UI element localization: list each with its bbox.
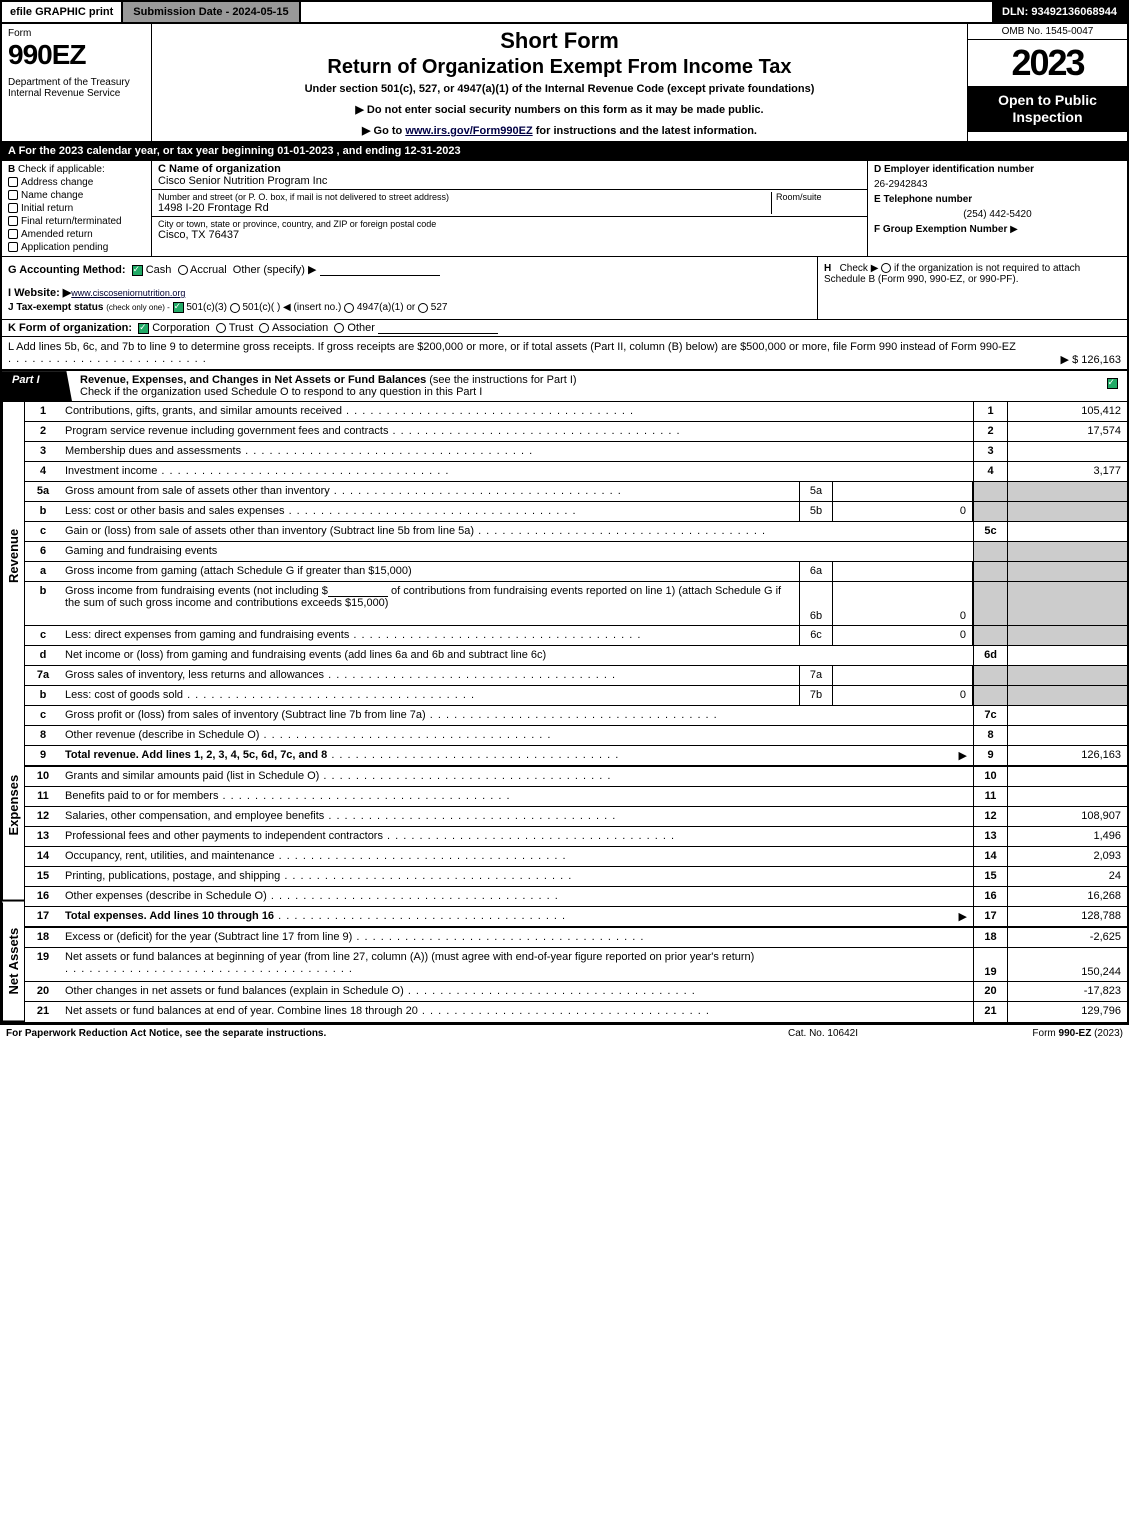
other-input[interactable] [320,265,440,276]
c-city-label: City or town, state or province, country… [158,219,861,229]
website-link[interactable]: www.ciscoseniornutrition.org [71,288,185,298]
c-street-label: Number and street (or P. O. box, if mail… [158,192,771,202]
col-b: B Check if applicable: Address change Na… [2,161,152,256]
goto-link[interactable]: www.irs.gov/Form990EZ [405,125,532,137]
chk-cash[interactable] [132,265,143,276]
short-form: Short Form [160,28,959,54]
efile-label: efile GRAPHIC print [2,2,121,22]
j-label: J Tax-exempt status [8,302,103,313]
chk-amended[interactable]: Amended return [8,229,145,240]
h-label: H [824,263,831,274]
side-revenue: Revenue [2,402,24,710]
j-row: J Tax-exempt status (check only one) - 5… [8,302,811,313]
topbar: efile GRAPHIC print Submission Date - 20… [0,0,1129,24]
chk-assoc[interactable] [259,323,269,333]
header-left: Form 990EZ Department of the Treasury In… [2,24,152,141]
v2: 17,574 [1007,422,1127,441]
b-text: Check if applicable: [18,164,105,175]
spacer [301,2,992,22]
k-row: K Form of organization: Corporation Trus… [2,320,1127,337]
room-label: Room/suite [771,192,861,214]
phone: (254) 442-5420 [874,209,1121,220]
goto-pre: ▶ Go to [362,125,405,137]
c-name-label: C Name of organization [158,163,855,175]
footer-left: For Paperwork Reduction Act Notice, see … [6,1028,723,1039]
g-row: G Accounting Method: Cash Accrual Other … [8,263,811,276]
footer: For Paperwork Reduction Act Notice, see … [0,1024,1129,1042]
section-text: Under section 501(c), 527, or 4947(a)(1)… [160,83,959,95]
omb: OMB No. 1545-0047 [968,24,1127,40]
part1-checkbox[interactable] [1097,371,1127,401]
chk-pending[interactable]: Application pending [8,242,145,253]
chk-527[interactable] [418,303,428,313]
chk-trust[interactable] [216,323,226,333]
block-bcdef: B Check if applicable: Address change Na… [0,161,1129,1024]
chk-other-org[interactable] [334,323,344,333]
i-label: I Website: ▶ [8,287,71,299]
header: Form 990EZ Department of the Treasury In… [0,24,1129,143]
col-def: D Employer identification number 26-2942… [867,161,1127,256]
lines-table: Revenue Expenses Net Assets 1Contributio… [2,402,1127,1024]
chk-name[interactable]: Name change [8,190,145,201]
submission-date: Submission Date - 2024-05-15 [121,2,300,22]
col-c: C Name of organization Cisco Senior Nutr… [152,161,867,256]
footer-right: Form 990-EZ (2023) [923,1028,1123,1039]
org-name: Cisco Senior Nutrition Program Inc [158,175,861,187]
e-label: E Telephone number [874,194,972,205]
d-label: D Employer identification number [874,164,1034,175]
row-gh: G Accounting Method: Cash Accrual Other … [2,257,1127,320]
footer-catno: Cat. No. 10642I [723,1028,923,1039]
goto-post: for instructions and the latest informat… [533,125,757,137]
h-box: H Check ▶ if the organization is not req… [817,257,1127,319]
chk-corp[interactable] [138,323,149,334]
v9: 126,163 [1007,746,1127,765]
form-number: 990EZ [8,39,145,71]
other-org-input[interactable] [378,323,498,334]
k-label: K Form of organization: [8,322,132,334]
header-right: OMB No. 1545-0047 2023 Open to Public In… [967,24,1127,141]
ein: 26-2942843 [874,179,1121,190]
goto-note: ▶ Go to www.irs.gov/Form990EZ for instru… [160,124,959,137]
chk-address[interactable]: Address change [8,177,145,188]
v3 [1007,442,1127,461]
i-row: I Website: ▶www.ciscoseniornutrition.org [8,286,811,299]
department: Department of the Treasury Internal Reve… [8,77,145,99]
section-a: A For the 2023 calendar year, or tax yea… [0,143,1129,161]
chk-4947[interactable] [344,303,354,313]
dln: DLN: 93492136068944 [992,2,1127,22]
chk-initial[interactable]: Initial return [8,203,145,214]
part1-bar: Part I Revenue, Expenses, and Changes in… [2,371,1127,402]
f-label: F Group Exemption Number [874,224,1007,235]
open-inspection: Open to Public Inspection [968,86,1127,132]
chk-accrual[interactable] [178,265,188,275]
f-arrow: ▶ [1010,224,1018,235]
b-label: B [8,164,15,175]
chk-501c3[interactable] [173,302,184,313]
l-row: L Add lines 5b, 6c, and 7b to line 9 to … [2,337,1127,371]
chk-h[interactable] [881,263,891,273]
ssn-note: ▶ Do not enter social security numbers o… [160,103,959,116]
side-netassets: Net Assets [2,902,24,1022]
org-street: 1498 I-20 Frontage Rd [158,202,771,214]
header-center: Short Form Return of Organization Exempt… [152,24,967,141]
side-expenses: Expenses [2,710,24,902]
form-title: Return of Organization Exempt From Incom… [160,56,959,79]
g-label: G Accounting Method: [8,264,126,276]
part1-title: Revenue, Expenses, and Changes in Net As… [72,371,1097,401]
l-amount: ▶ $ 126,163 [1061,353,1121,366]
part1-tab: Part I [2,371,72,401]
org-city: Cisco, TX 76437 [158,229,861,241]
v1: 105,412 [1007,402,1127,421]
part1-check: Check if the organization used Schedule … [80,386,1089,398]
form-label: Form [8,28,145,39]
chk-501c[interactable] [230,303,240,313]
v4: 3,177 [1007,462,1127,481]
l-text: L Add lines 5b, 6c, and 7b to line 9 to … [8,341,1016,353]
tax-year: 2023 [968,40,1127,86]
chk-final[interactable]: Final return/terminated [8,216,145,227]
